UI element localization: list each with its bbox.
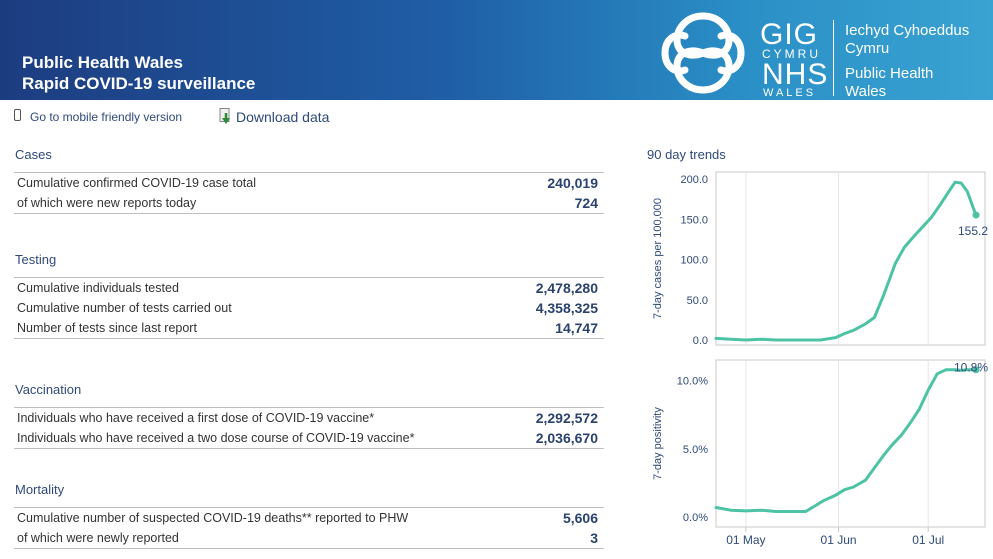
- logo-nhs-text: NHS: [762, 58, 829, 91]
- table-row: Cumulative number of suspected COVID-19 …: [14, 508, 604, 528]
- x-tick-label: 01 Jul: [912, 533, 944, 547]
- x-tick-label: 01 Jun: [821, 533, 857, 547]
- y-tick-label: 200.0: [680, 174, 708, 186]
- logo-wales-text: WALES: [763, 87, 817, 99]
- mobile-phone-icon: [14, 109, 21, 121]
- end-value-label: 10.8%: [954, 361, 988, 375]
- table-row: Cumulative number of tests carried out 4…: [14, 298, 604, 318]
- series-line: [714, 180, 978, 342]
- title-line-1: Public Health Wales: [22, 53, 183, 72]
- chart-frame: [715, 171, 986, 346]
- row-label: Cumulative number of tests carried out: [17, 301, 232, 315]
- row-value: 3: [590, 530, 598, 546]
- celtic-knot-logo-icon: [661, 12, 745, 94]
- row-value: 724: [574, 195, 598, 211]
- table-row: of which were newly reported 3: [14, 528, 604, 548]
- table-row: Individuals who have received a two dose…: [14, 428, 604, 448]
- cases-section-title: Cases: [15, 147, 52, 162]
- table-row: Cumulative individuals tested 2,478,280: [14, 278, 604, 298]
- row-value: 2,036,670: [535, 430, 598, 446]
- cases-table: Cumulative confirmed COVID-19 case total…: [14, 172, 604, 214]
- vaccination-section-title: Vaccination: [15, 382, 82, 397]
- y-tick-label: 150.0: [680, 214, 708, 226]
- row-value: 4,358,325: [535, 300, 598, 316]
- logo-gig-text: GIG: [760, 18, 819, 51]
- vaccination-table: Individuals who have received a first do…: [14, 407, 604, 449]
- row-label: Individuals who have received a two dose…: [17, 431, 415, 445]
- download-data-link[interactable]: Download data: [14, 108, 344, 126]
- row-label: Cumulative confirmed COVID-19 case total: [17, 176, 256, 190]
- testing-table: Cumulative individuals tested 2,478,280 …: [14, 277, 604, 339]
- end-point: [972, 366, 980, 374]
- table-row: Individuals who have received a first do…: [14, 408, 604, 428]
- download-icon: [219, 108, 230, 124]
- mortality-table: Cumulative number of suspected COVID-19 …: [14, 507, 604, 549]
- y-axis-label: 7-day cases per 100,000: [652, 198, 664, 319]
- logo-divider: [833, 20, 834, 96]
- row-value: 240,019: [547, 175, 598, 191]
- series-line: [714, 368, 978, 513]
- mortality-section-title: Mortality: [15, 482, 65, 497]
- row-label: Individuals who have received a first do…: [17, 411, 375, 425]
- row-value: 5,606: [562, 510, 598, 526]
- table-row: of which were new reports today 724: [14, 193, 604, 213]
- table-row: Number of tests since last report 14,747: [14, 318, 604, 338]
- end-value-label: 155.2: [958, 224, 988, 238]
- header-banner: Public Health Wales Rapid COVID-19 surve…: [0, 0, 993, 100]
- page-title: Public Health Wales Rapid COVID-19 surve…: [22, 52, 255, 94]
- y-tick-label: 50.0: [687, 295, 708, 307]
- end-point: [972, 211, 980, 219]
- title-line-2: Rapid COVID-19 surveillance: [22, 74, 256, 93]
- chart-frame: [715, 359, 986, 528]
- x-tick-label: 01 May: [726, 533, 765, 547]
- row-label: of which were newly reported: [17, 531, 179, 545]
- row-label: Number of tests since last report: [17, 321, 197, 335]
- org-welsh-line-2: Cymru: [845, 40, 890, 57]
- row-label: of which were new reports today: [17, 196, 197, 210]
- download-data-label: Download data: [236, 109, 330, 125]
- row-value: 2,478,280: [535, 280, 598, 296]
- logo-cymru-text: CYMRU: [762, 47, 821, 61]
- row-label: Cumulative individuals tested: [17, 281, 179, 295]
- y-tick-label: 0.0%: [683, 512, 708, 524]
- row-value: 14,747: [555, 320, 598, 336]
- table-row: Cumulative confirmed COVID-19 case total…: [14, 173, 604, 193]
- mobile-version-label: Go to mobile friendly version: [30, 110, 183, 124]
- testing-section-title: Testing: [15, 252, 57, 267]
- org-english-line-1: Public Health: [845, 65, 934, 82]
- org-english-line-2: Wales: [845, 83, 887, 100]
- row-value: 2,292,572: [535, 410, 598, 426]
- trends-title: 90 day trends: [647, 147, 726, 162]
- y-tick-label: 0.0: [693, 335, 708, 347]
- y-tick-label: 5.0%: [683, 444, 708, 456]
- y-tick-label: 10.0%: [677, 376, 708, 388]
- row-label: Cumulative number of suspected COVID-19 …: [17, 511, 409, 525]
- mobile-version-link[interactable]: Go to mobile friendly version: [14, 108, 204, 126]
- y-tick-label: 100.0: [680, 255, 708, 267]
- y-axis-label: 7-day positivity: [652, 407, 664, 480]
- org-welsh-line-1: Iechyd Cyhoeddus: [845, 22, 970, 39]
